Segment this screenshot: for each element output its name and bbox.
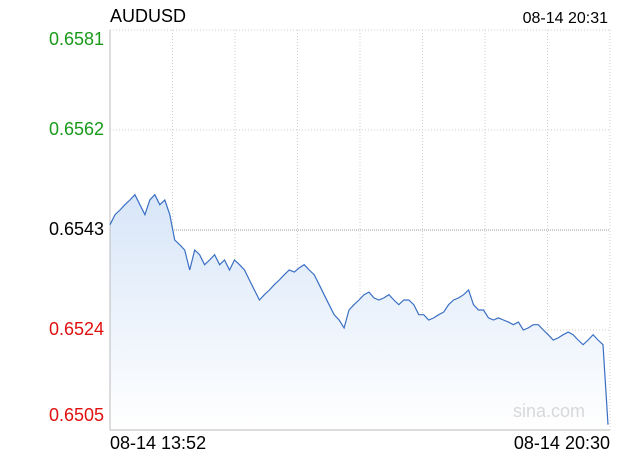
watermark: sina.com [513, 401, 585, 421]
y-tick-label: 0.6505 [49, 405, 104, 425]
y-tick-label: 0.6524 [49, 319, 104, 339]
timestamp: 08-14 20:31 [523, 10, 609, 27]
line [109, 193, 609, 425]
x-tick-label: 08-14 20:30 [514, 433, 610, 453]
area [110, 194, 608, 430]
x-tick-label: 08-14 13:52 [110, 433, 206, 453]
y-tick-label: 0.6543 [49, 219, 104, 239]
y-tick-label: 0.6581 [49, 29, 104, 49]
y-tick-label: 0.6562 [49, 119, 104, 139]
chart-title: AUDUSD [110, 6, 186, 26]
